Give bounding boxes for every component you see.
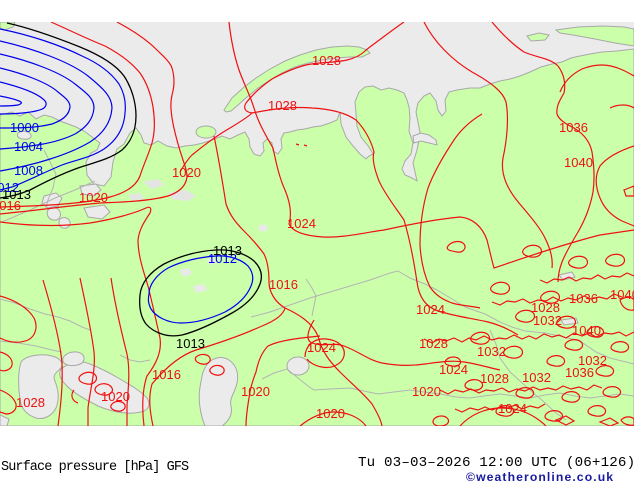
svg-text:1036: 1036	[559, 120, 588, 135]
svg-text:1008: 1008	[14, 163, 43, 178]
svg-text:1040: 1040	[572, 323, 601, 338]
svg-text:1016: 1016	[0, 198, 21, 213]
svg-text:1028: 1028	[419, 336, 448, 351]
svg-text:1024: 1024	[287, 216, 316, 231]
svg-text:1020: 1020	[412, 384, 441, 399]
svg-text:1024: 1024	[416, 302, 445, 317]
svg-text:1013: 1013	[176, 336, 205, 351]
svg-text:1020: 1020	[101, 389, 130, 404]
svg-text:1032: 1032	[578, 353, 607, 368]
svg-text:1012: 1012	[0, 180, 19, 195]
svg-text:1024: 1024	[498, 401, 527, 416]
svg-text:1020: 1020	[316, 406, 345, 421]
svg-text:1016: 1016	[269, 277, 298, 292]
svg-text:1013: 1013	[213, 243, 242, 258]
svg-text:1024: 1024	[439, 362, 468, 377]
svg-text:1028: 1028	[312, 53, 341, 68]
svg-text:1004: 1004	[14, 139, 43, 154]
svg-text:1028: 1028	[480, 371, 509, 386]
svg-text:1032: 1032	[477, 344, 506, 359]
svg-text:1024: 1024	[307, 340, 336, 355]
svg-text:1032: 1032	[522, 370, 551, 385]
svg-text:1013: 1013	[2, 187, 31, 202]
svg-text:1000: 1000	[10, 120, 39, 135]
svg-text:1016: 1016	[152, 367, 181, 382]
svg-text:1028: 1028	[16, 395, 45, 410]
svg-text:1020: 1020	[172, 165, 201, 180]
svg-text:1036: 1036	[565, 365, 594, 380]
svg-text:1040: 1040	[610, 287, 634, 302]
svg-text:1036: 1036	[569, 291, 598, 306]
svg-text:1020: 1020	[241, 384, 270, 399]
svg-text:1032: 1032	[533, 313, 562, 328]
svg-text:1020: 1020	[79, 190, 108, 205]
svg-text:1040: 1040	[564, 155, 593, 170]
svg-text:1028: 1028	[268, 98, 297, 113]
svg-text:1012: 1012	[208, 251, 237, 266]
svg-text:1028: 1028	[531, 300, 560, 315]
